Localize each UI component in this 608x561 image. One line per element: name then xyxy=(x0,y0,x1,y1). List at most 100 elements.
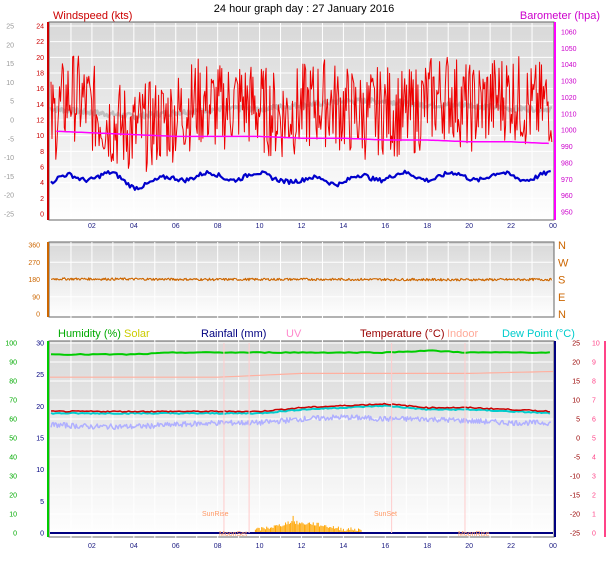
direction-axis-bar xyxy=(47,242,49,317)
x-tick-wind: 10 xyxy=(256,223,264,230)
series-direction xyxy=(50,277,553,282)
legend-solar: Solar xyxy=(124,328,150,340)
series-pressure xyxy=(56,130,549,145)
x-tick-wind: 08 xyxy=(214,223,222,230)
series-wind-gust xyxy=(50,55,553,172)
series-dewpoint xyxy=(50,404,551,415)
temp-tick: -20 xyxy=(570,512,580,519)
humidity-tick: 20 xyxy=(9,493,17,500)
direction-tick: 0 xyxy=(36,312,40,319)
x-tick-temp: 18 xyxy=(423,543,431,550)
compass-tick: W xyxy=(558,257,569,269)
series-layer xyxy=(49,55,554,534)
temp-tick: -25 xyxy=(570,531,580,538)
pressure-tick: 1010 xyxy=(561,111,577,118)
temp-tick: 25 xyxy=(572,341,580,348)
legend-indoor: Indoor xyxy=(447,328,479,340)
pressure-tick: 1050 xyxy=(561,46,577,53)
wind-tick: 16 xyxy=(36,86,44,93)
x-tick-temp: 12 xyxy=(298,543,306,550)
wind-outer-tick: 25 xyxy=(6,24,14,31)
wind-tick: 6 xyxy=(40,165,44,172)
wind-tick: 22 xyxy=(36,39,44,46)
pressure-tick: 1040 xyxy=(561,62,577,69)
temp-tick: 0 xyxy=(576,436,580,443)
wind-axis-bar xyxy=(47,22,49,220)
temp-tick: -5 xyxy=(574,455,580,462)
rain-tick: 30 xyxy=(36,341,44,348)
wind-outer-tick: -5 xyxy=(8,136,14,143)
x-tick-temp: 04 xyxy=(130,543,138,550)
tick-labels: 2422201816141210864202520151050-5-10-15-… xyxy=(4,24,600,551)
uv-tick: 10 xyxy=(592,341,600,348)
wind-tick: 0 xyxy=(40,212,44,219)
wind-tick: 14 xyxy=(36,102,44,109)
series-indoor xyxy=(50,370,554,378)
direction-tick: 180 xyxy=(28,277,40,284)
wind-tick: 12 xyxy=(36,118,44,125)
temp-tick: 5 xyxy=(576,417,580,424)
direction-tick: 360 xyxy=(28,243,40,250)
x-tick-temp: 02 xyxy=(88,543,96,550)
pressure-axis-bar xyxy=(554,22,556,220)
x-tick-temp: 22 xyxy=(507,543,515,550)
rain-tick: 25 xyxy=(36,372,44,379)
pressure-tick: 1060 xyxy=(561,30,577,37)
temp-tick: 15 xyxy=(572,379,580,386)
x-tick-wind: 14 xyxy=(340,223,348,230)
x-tick-wind: 02 xyxy=(88,223,96,230)
legend-uv: UV xyxy=(286,328,302,340)
humidity-tick: 60 xyxy=(9,417,17,424)
series-wind-avg xyxy=(50,169,551,191)
uv-tick: 4 xyxy=(592,455,596,462)
compass-tick: E xyxy=(558,292,565,304)
wind-outer-tick: 20 xyxy=(6,42,14,49)
pressure-tick: 970 xyxy=(561,177,573,184)
humidity-tick: 10 xyxy=(9,512,17,519)
x-tick-wind: 22 xyxy=(507,223,515,230)
rain-tick: 10 xyxy=(36,467,44,474)
uv-tick: 3 xyxy=(592,474,596,481)
uv-tick: 9 xyxy=(592,360,596,367)
pressure-tick: 1030 xyxy=(561,79,577,86)
pressure-tick: 1000 xyxy=(561,128,577,135)
wind-tick: 24 xyxy=(36,24,44,31)
direction-tick: 90 xyxy=(32,294,40,301)
wind-outer-tick: -15 xyxy=(4,174,14,181)
x-tick-wind: 06 xyxy=(172,223,180,230)
wind-tick: 4 xyxy=(40,180,44,187)
temp-tick: 10 xyxy=(572,398,580,405)
x-tick-temp: 20 xyxy=(465,543,473,550)
wind-tick: 20 xyxy=(36,55,44,62)
pressure-tick: 990 xyxy=(561,144,573,151)
wind-tick: 10 xyxy=(36,133,44,140)
humidity-tick: 30 xyxy=(9,474,17,481)
x-tick-wind: 20 xyxy=(465,223,473,230)
series-temperature xyxy=(50,402,550,413)
compass-tick: N xyxy=(558,240,566,252)
humidity-tick: 70 xyxy=(9,398,17,405)
uv-tick: 1 xyxy=(592,512,596,519)
wind-outer-tick: 10 xyxy=(6,80,14,87)
uv-tick: 7 xyxy=(592,398,596,405)
x-tick-wind: 16 xyxy=(381,223,389,230)
uv-tick: 5 xyxy=(592,436,596,443)
legend-temperature: Temperature (°C) xyxy=(360,328,444,340)
temp-tick: -15 xyxy=(570,493,580,500)
pressure-tick: 1020 xyxy=(561,95,577,102)
x-tick-temp: 16 xyxy=(381,543,389,550)
x-tick-wind: 18 xyxy=(423,223,431,230)
humidity-tick: 80 xyxy=(9,379,17,386)
wind-tick: 8 xyxy=(40,149,44,156)
wind-outer-tick: -25 xyxy=(4,212,14,219)
pressure-axis-label: Barometer (hpa) xyxy=(520,10,600,22)
wind-tick: 18 xyxy=(36,71,44,78)
uv-tick: 6 xyxy=(592,417,596,424)
pressure-tick: 980 xyxy=(561,160,573,167)
wind-outer-tick: 15 xyxy=(6,61,14,68)
x-tick-temp: 06 xyxy=(172,543,180,550)
x-tick-wind: 04 xyxy=(130,223,138,230)
x-tick-temp: 00 xyxy=(549,543,557,550)
series-humidity xyxy=(50,349,551,356)
